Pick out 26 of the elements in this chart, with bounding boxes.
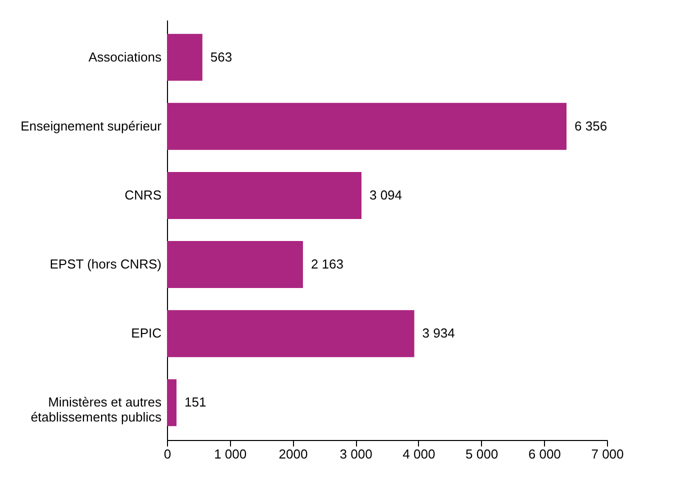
x-tick-label: 4 000 <box>402 446 436 462</box>
data-label: 3 934 <box>422 326 455 341</box>
y-tick-label: EPIC <box>131 326 162 341</box>
data-label: 151 <box>184 394 206 410</box>
x-tick-label: 6 000 <box>528 446 561 462</box>
data-label: 6 356 <box>574 118 608 134</box>
x-tick-label: 5 000 <box>466 446 498 462</box>
bar <box>167 34 202 81</box>
bar <box>167 379 176 426</box>
bar <box>167 241 303 288</box>
y-tick-label: CNRS <box>124 187 162 202</box>
y-tick-label: EPST (hors CNRS) <box>50 256 162 272</box>
x-tick-label: 1 000 <box>214 446 247 462</box>
bar <box>167 102 567 150</box>
x-tick-label: 0 <box>164 446 172 462</box>
data-label: 2 163 <box>310 256 344 272</box>
x-tick-label: 2000 <box>278 446 308 462</box>
y-tick-label: Associations <box>88 49 162 64</box>
y-tick-label: Ministères et autres établissements publics <box>30 394 162 425</box>
data-label: 3 094 <box>369 187 402 202</box>
x-tick-label: 3 000 <box>340 446 372 462</box>
bar <box>167 310 414 358</box>
data-label: 563 <box>210 49 232 64</box>
y-tick-label: Enseignement supérieur <box>20 118 162 134</box>
x-tick-label: 7 000 <box>591 446 624 462</box>
bar <box>167 172 362 219</box>
